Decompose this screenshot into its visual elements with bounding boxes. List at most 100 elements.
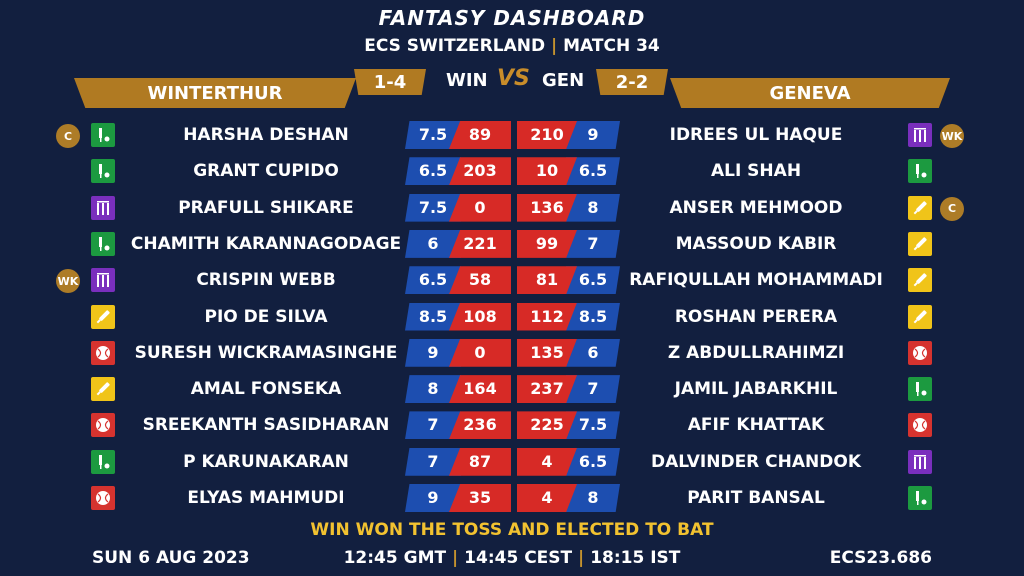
wicketkeeper-role-icon xyxy=(908,449,932,474)
team-right-banner: GENEVA xyxy=(670,78,950,108)
toss-info: WIN WON THE TOSS AND ELECTED TO BAT xyxy=(310,520,714,540)
player-name: IDREES UL HAQUE xyxy=(669,125,843,145)
bowler-role-icon xyxy=(91,413,115,438)
batter-role-icon xyxy=(908,231,932,256)
player-points: 89 xyxy=(449,121,511,149)
time-gmt: 12:45 GMT xyxy=(343,548,447,568)
match-number: MATCH 34 xyxy=(563,36,660,56)
captain-badge: C xyxy=(56,124,80,148)
bowler-role-icon xyxy=(908,340,932,365)
match-subtitle: ECS SWITZERLAND | MATCH 34 xyxy=(0,36,1024,56)
player-name: ROSHAN PERERA xyxy=(674,306,838,327)
player-row: PIO DE SILVA 8.5 108 ROSHAN PERERA 8.5 112 xyxy=(0,301,1024,333)
player-name: JAMIL JABARKHIL xyxy=(674,379,838,400)
player-name: P KARUNAKARAN xyxy=(183,451,349,472)
allrounder-role-icon xyxy=(91,123,115,147)
dashboard-title: FANTASY DASHBOARD xyxy=(378,6,646,30)
captain-badge: C xyxy=(940,196,964,221)
wicketkeeper-role-icon xyxy=(91,195,115,220)
player-points: 108 xyxy=(449,302,511,331)
player-row: GRANT CUPIDO 6.5 203 ALI SHAH 6.5 10 xyxy=(0,155,1024,187)
player-points: 87 xyxy=(449,447,511,476)
player-row: P KARUNAKARAN 7 87 DALVINDER CHANDOK 6.5 4 xyxy=(0,446,1024,478)
player-name: PARIT BANSAL xyxy=(687,488,825,508)
bowler-role-icon xyxy=(908,413,932,438)
player-name: PRAFULL SHIKARE xyxy=(178,197,354,218)
time-ist: 18:15 IST xyxy=(590,548,681,568)
player-points: 10 xyxy=(517,157,577,186)
match-times: 12:45 GMT | 14:45 CEST | 18:15 IST xyxy=(0,548,1024,568)
player-name: DALVINDER CHANDOK xyxy=(650,451,862,472)
player-name: Z ABDULLRAHIMZI xyxy=(667,342,845,363)
player-credit: 6.5 xyxy=(566,266,620,295)
player-row: ELYAS MAHMUDI 9 35 PARIT BANSAL 8 4 xyxy=(0,482,1024,514)
match-code: ECS23.686 xyxy=(829,548,932,568)
player-points: 4 xyxy=(517,447,577,476)
player-points: 221 xyxy=(449,229,511,258)
player-points: 136 xyxy=(517,193,577,222)
player-name: SURESH WICKRAMASINGHE xyxy=(134,342,398,363)
allrounder-role-icon xyxy=(908,377,932,402)
time-cest: 14:45 CEST xyxy=(464,548,573,568)
player-name: AFIF KHATTAK xyxy=(687,415,825,436)
batter-role-icon xyxy=(908,268,932,293)
player-points: 4 xyxy=(517,484,577,512)
player-points: 0 xyxy=(449,338,511,367)
bowler-role-icon xyxy=(91,340,115,365)
allrounder-role-icon xyxy=(908,486,932,510)
player-row: WK CRISPIN WEBB 6.5 58 RAFIQULLAH MOHAMMADI 6… xyxy=(0,264,1024,296)
player-name: CRISPIN WEBB xyxy=(196,270,336,291)
time-separator: | xyxy=(578,548,585,568)
match-date: SUN 6 AUG 2023 xyxy=(92,548,250,568)
player-name: ALI SHAH xyxy=(710,161,802,182)
player-credit: 9 xyxy=(405,338,461,367)
player-credit: 6.5 xyxy=(566,447,620,476)
allrounder-role-icon xyxy=(91,449,115,474)
player-points: 0 xyxy=(449,193,511,222)
player-points: 225 xyxy=(517,411,577,440)
player-name: ANSER MEHMOOD xyxy=(669,197,843,218)
player-row: AMAL FONSEKA 8 164 JAMIL JABARKHIL 7 237 xyxy=(0,373,1024,405)
player-points: 164 xyxy=(449,375,511,404)
allrounder-role-icon xyxy=(908,159,932,184)
player-name: MASSOUD KABIR xyxy=(675,233,837,254)
player-points: 99 xyxy=(517,229,577,258)
player-name: GRANT CUPIDO xyxy=(193,161,339,182)
bowler-role-icon xyxy=(91,486,115,510)
player-row: SREEKANTH SASIDHARAN 7 236 AFIF KHATTAK 7.5 2… xyxy=(0,409,1024,441)
player-name: AMAL FONSEKA xyxy=(190,379,342,400)
player-row: C HARSHA DESHAN 7.5 89 WK IDREES UL HAQUE 9 210 xyxy=(0,119,1024,151)
player-points: 112 xyxy=(517,302,577,331)
player-points: 210 xyxy=(517,121,577,149)
player-points: 237 xyxy=(517,375,577,404)
batter-role-icon xyxy=(91,377,115,402)
player-points: 203 xyxy=(449,157,511,186)
player-points: 81 xyxy=(517,266,577,295)
player-name: CHAMITH KARANNAGODAGE xyxy=(130,233,402,254)
time-separator: | xyxy=(452,548,459,568)
player-points: 236 xyxy=(449,411,511,440)
player-name: SREEKANTH SASIDHARAN xyxy=(142,415,390,436)
player-name: ELYAS MAHMUDI xyxy=(187,488,345,508)
player-name: RAFIQULLAH MOHAMMADI xyxy=(629,270,883,291)
vs-logo: VS xyxy=(497,66,530,91)
wicketkeeper-role-icon xyxy=(908,123,932,147)
team-right-abbr: GEN xyxy=(542,70,585,91)
player-name: HARSHA DESHAN xyxy=(183,125,349,145)
batter-role-icon xyxy=(908,195,932,220)
player-points: 135 xyxy=(517,338,577,367)
team-left-record: 1-4 xyxy=(354,69,426,95)
team-left-abbr: WIN xyxy=(446,70,488,91)
league-name: ECS SWITZERLAND xyxy=(364,36,546,56)
team-right-record: 2-2 xyxy=(596,69,668,95)
wicketkeeper-badge: WK xyxy=(56,269,80,294)
wicketkeeper-badge: WK xyxy=(940,124,964,148)
batter-role-icon xyxy=(91,304,115,329)
player-row: PRAFULL SHIKARE 7.5 0 C ANSER MEHMOOD 8 136 xyxy=(0,192,1024,224)
wicketkeeper-role-icon xyxy=(91,268,115,293)
team-left-banner: WINTERTHUR xyxy=(74,78,356,108)
subtitle-separator: | xyxy=(550,36,558,56)
allrounder-role-icon xyxy=(91,159,115,184)
player-points: 35 xyxy=(449,484,511,512)
batter-role-icon xyxy=(908,304,932,329)
